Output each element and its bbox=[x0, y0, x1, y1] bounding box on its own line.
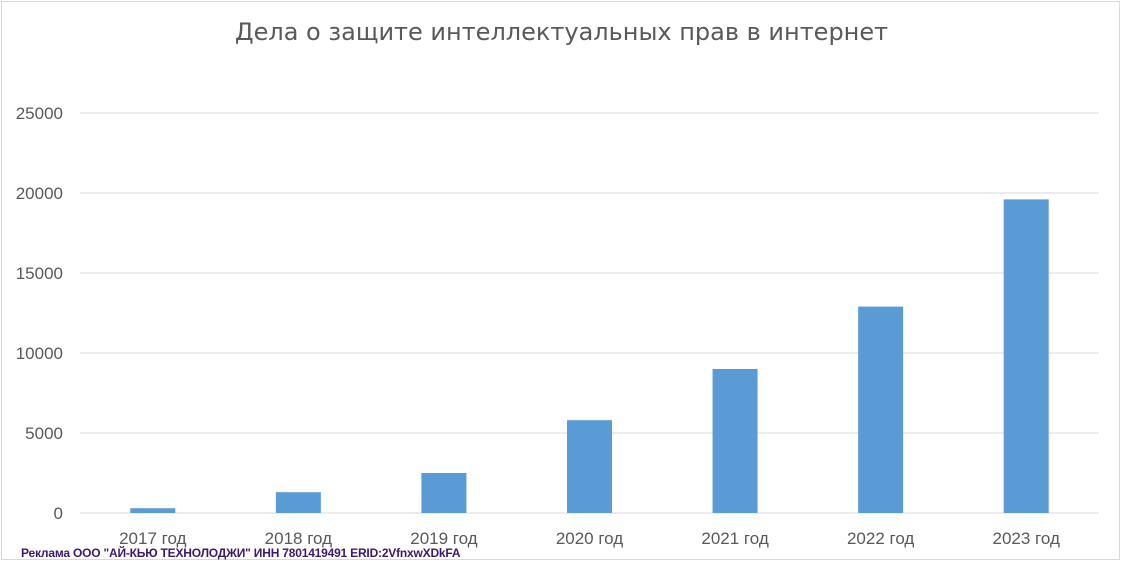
x-tick-label: 2021 год bbox=[701, 529, 768, 548]
y-tick-label: 5000 bbox=[25, 424, 63, 443]
x-tick-label: 2022 год bbox=[847, 529, 914, 548]
bar bbox=[712, 369, 758, 513]
ad-disclaimer: Реклама ООО "АЙ-КЬЮ ТЕХНОЛОДЖИ" ИНН 7801… bbox=[21, 546, 461, 560]
x-tick-label: 2019 год bbox=[410, 529, 477, 548]
y-tick-label: 0 bbox=[54, 504, 63, 523]
y-tick-label: 15000 bbox=[16, 264, 63, 283]
y-tick-label: 20000 bbox=[16, 184, 63, 203]
bar bbox=[858, 306, 904, 513]
bar bbox=[421, 473, 467, 513]
bars bbox=[130, 199, 1049, 513]
gridlines bbox=[80, 112, 1099, 514]
bar bbox=[275, 492, 321, 513]
y-tick-label: 10000 bbox=[16, 344, 63, 363]
x-axis-labels: 2017 год 2018 год 2019 год 2020 год 2021 год… bbox=[119, 529, 1060, 548]
chart-title: Дела о защите интеллектуальных прав в ин… bbox=[234, 18, 889, 46]
bar bbox=[1003, 199, 1049, 513]
y-tick-label: 25000 bbox=[16, 104, 63, 123]
x-tick-label: 2020 год bbox=[556, 529, 623, 548]
x-tick-label: 2023 год bbox=[993, 529, 1060, 548]
y-axis-labels: 0 5000 10000 15000 20000 25000 bbox=[16, 104, 63, 523]
bar bbox=[567, 420, 612, 513]
x-tick-label: 2018 год bbox=[265, 529, 332, 548]
bar bbox=[130, 508, 176, 513]
x-tick-label: 2017 год bbox=[119, 529, 186, 548]
